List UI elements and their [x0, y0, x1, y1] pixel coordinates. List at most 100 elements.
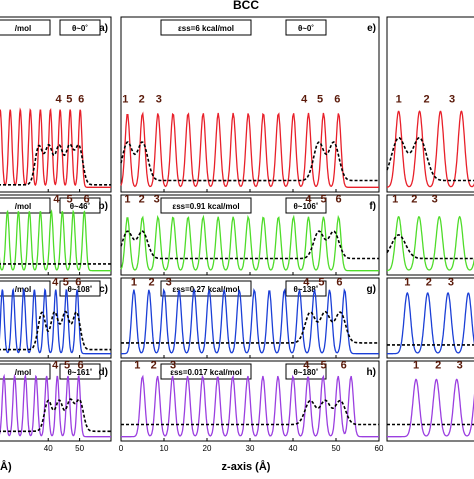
peak-label: 1: [413, 360, 419, 372]
panel-box-epsilon-text: εss=0.91 kcal/mol: [172, 202, 239, 211]
peak-label: 5: [66, 94, 72, 106]
panel-letter: b): [99, 201, 108, 212]
panel-box-theta: [59, 280, 101, 297]
series-line-solid: [0, 287, 111, 355]
series-line-dashed: [386, 234, 474, 260]
peak-label: 6: [77, 360, 83, 372]
series-line-solid: [0, 209, 111, 272]
panel-box-epsilon: [0, 19, 51, 36]
x-axis-label-center: z-axis (Å): [222, 460, 271, 473]
peak-label: 2: [139, 94, 145, 106]
panel-frame: [0, 16, 112, 193]
x-tick-label: 0: [119, 444, 124, 453]
panel-letter: h): [367, 367, 376, 378]
peak-label: 6: [78, 94, 84, 106]
peak-label: 1: [131, 277, 137, 289]
panel-box-theta: [285, 197, 327, 214]
peak-label: 5: [318, 277, 324, 289]
panel-box-epsilon: [160, 363, 252, 380]
peak-label: 2: [148, 277, 154, 289]
panel-box-theta: [59, 19, 101, 36]
peak-label: 1: [124, 194, 130, 206]
series-line-dashed: [0, 398, 111, 433]
panel-box-theta: [285, 19, 327, 36]
series-line-dashed: [120, 141, 380, 182]
peak-label: 6: [83, 194, 89, 206]
series-line-solid: [0, 373, 111, 438]
x-tick-label: 50: [332, 444, 341, 453]
peak-label: 5: [320, 360, 326, 372]
panel-box-theta: [59, 363, 101, 380]
panel-frame: [386, 194, 474, 276]
panel-box-theta-text: θ~46˚: [70, 202, 91, 211]
panel-box-theta-text: θ~161˚: [67, 368, 92, 377]
panel-box-theta-text: θ~138˚: [293, 285, 318, 294]
panel-i: 1 2 3: [386, 16, 474, 193]
panel-frame: [120, 16, 380, 193]
x-tick-label: 40: [44, 444, 53, 453]
series-line-solid: [121, 288, 379, 355]
panel-e: εss=6 kcal/mol θ~0˚ e) 1 2 3 4 5 6: [120, 16, 380, 193]
peak-label: 5: [320, 194, 326, 206]
panel-box-epsilon: [0, 197, 51, 214]
panel-box-epsilon: [160, 19, 252, 36]
peak-label: 1: [392, 194, 398, 206]
peak-label: 6: [334, 94, 340, 106]
panel-box-theta: [285, 280, 327, 297]
panel-box-theta-text: θ~0˚: [72, 24, 88, 33]
series-line-solid: [387, 292, 474, 355]
series-line-solid: [120, 214, 379, 272]
panel-box-epsilon-text: /mol: [15, 368, 31, 377]
series-line-solid: [0, 107, 111, 188]
peak-label: 2: [435, 360, 441, 372]
peak-label: 2: [426, 277, 432, 289]
peak-label: 4: [52, 277, 59, 289]
peak-label: 4: [56, 94, 63, 106]
panel-box-theta: [285, 363, 327, 380]
panel-box-theta-text: θ~108˚: [67, 285, 92, 294]
x-tick-label: 50: [75, 444, 84, 453]
series-line-dashed: [120, 230, 379, 260]
x-tick-label: 40: [289, 444, 298, 453]
peak-label: 3: [448, 277, 454, 289]
panel-g: εss=0.27 kcal/mol θ~138˚ g) 1 2 3 4 5 6: [120, 277, 380, 359]
panel-letter: g): [367, 284, 376, 295]
x-tick-label: 30: [246, 444, 255, 453]
peak-label: 2: [411, 194, 417, 206]
panel-letter: a): [99, 23, 108, 34]
panel-letter: f): [369, 201, 376, 212]
peak-label: 6: [341, 360, 347, 372]
peak-label: 3: [154, 194, 160, 206]
panel-box-epsilon-text: εss=6 kcal/mol: [178, 24, 234, 33]
panel-letter: c): [99, 284, 108, 295]
panel-box-theta-text: θ~0˚: [298, 24, 314, 33]
peak-label: 5: [64, 360, 70, 372]
peak-label: 2: [151, 360, 157, 372]
panel-h: εss=0.017 kcal/mol θ~180˚ h)1 2 3 4 5 60 10 20 30 4…: [119, 360, 384, 453]
peak-label: 1: [122, 94, 128, 106]
peak-label: 3: [449, 94, 455, 106]
x-tick-label: 10: [160, 444, 169, 453]
panel-f: εss=0.91 kcal/mol θ~106˚ f) 1 2 3 4 5 6: [120, 194, 380, 276]
peak-label: 1: [396, 94, 402, 106]
peak-label: 2: [423, 94, 429, 106]
peak-label: 6: [336, 194, 342, 206]
peak-label: 4: [53, 194, 60, 206]
peak-label: 3: [432, 194, 438, 206]
panel-d: /mol θ~161˚ d) 4 5 6 40 50: [0, 360, 112, 453]
series-line-dashed: [0, 310, 111, 351]
peak-label: 5: [317, 94, 323, 106]
panel-box-epsilon: [0, 363, 51, 380]
panel-box-epsilon-text: εss=0.017 kcal/mol: [170, 368, 242, 377]
panel-box-theta: [59, 197, 101, 214]
peak-label: 4: [52, 360, 59, 372]
panel-box-epsilon-text: εss=0.27 kcal/mol: [172, 285, 239, 294]
panel-frame: [386, 16, 474, 193]
series-line-solid: [386, 215, 474, 272]
peak-label: 3: [156, 94, 162, 106]
